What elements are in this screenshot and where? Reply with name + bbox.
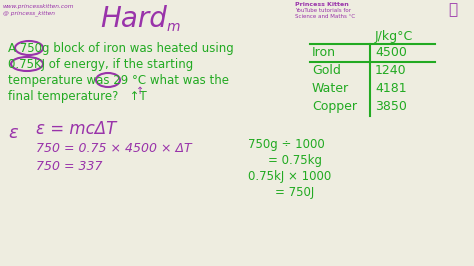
Text: Princess Kitten: Princess Kitten — [295, 2, 349, 7]
Text: J/kg°C: J/kg°C — [375, 30, 413, 43]
Text: A 750g block of iron was heated using: A 750g block of iron was heated using — [8, 42, 234, 55]
Text: Water: Water — [312, 82, 349, 95]
Text: ε: ε — [8, 124, 18, 142]
Text: Science and Maths °C: Science and Maths °C — [295, 14, 355, 19]
Text: final temperature?   ↑T: final temperature? ↑T — [8, 90, 147, 103]
Text: 0.75KJ of energy, if the starting: 0.75KJ of energy, if the starting — [8, 58, 193, 71]
Text: temperature was 29 °C what was the: temperature was 29 °C what was the — [8, 74, 229, 87]
Text: m: m — [167, 20, 181, 34]
Text: 750 = 337: 750 = 337 — [36, 160, 102, 173]
Text: @ princess_kitten: @ princess_kitten — [3, 10, 55, 16]
Text: ↑: ↑ — [136, 86, 144, 96]
Text: Gold: Gold — [312, 64, 341, 77]
Text: 750 = 0.75 × 4500 × ΔT: 750 = 0.75 × 4500 × ΔT — [36, 142, 191, 155]
Text: Iron: Iron — [312, 46, 336, 59]
Text: = 0.75kg: = 0.75kg — [268, 154, 322, 167]
Text: 4500: 4500 — [375, 46, 407, 59]
Text: 4181: 4181 — [375, 82, 407, 95]
Text: ε = mcΔT: ε = mcΔT — [36, 120, 116, 138]
Text: Hard: Hard — [100, 5, 167, 33]
Text: 750g ÷ 1000: 750g ÷ 1000 — [248, 138, 325, 151]
Text: Copper: Copper — [312, 100, 357, 113]
Text: = 750J: = 750J — [275, 186, 314, 199]
Text: 0.75kJ × 1000: 0.75kJ × 1000 — [248, 170, 331, 183]
Text: 🐾: 🐾 — [448, 2, 457, 17]
Text: YouTube tutorials for: YouTube tutorials for — [295, 8, 351, 13]
Text: 1240: 1240 — [375, 64, 407, 77]
Text: 3850: 3850 — [375, 100, 407, 113]
Text: www.princesskitten.com: www.princesskitten.com — [3, 4, 74, 9]
